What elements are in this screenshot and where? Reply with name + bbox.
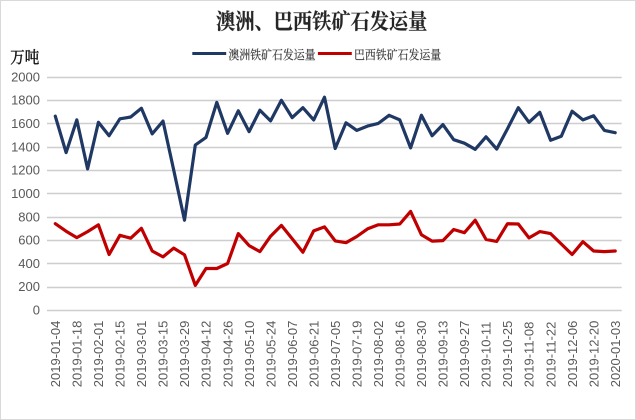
svg-text:1000: 1000: [11, 186, 40, 201]
svg-text:800: 800: [18, 209, 40, 224]
svg-text:2019-02-01: 2019-02-01: [91, 321, 106, 388]
svg-text:2019-03-01: 2019-03-01: [134, 321, 149, 388]
svg-text:0: 0: [33, 303, 40, 318]
svg-text:1200: 1200: [11, 163, 40, 178]
svg-text:2019-08-16: 2019-08-16: [393, 321, 408, 388]
svg-text:2019-08-30: 2019-08-30: [414, 321, 429, 388]
svg-text:2019-11-08: 2019-11-08: [522, 322, 537, 388]
svg-text:2019-07-05: 2019-07-05: [328, 321, 343, 388]
svg-text:200: 200: [18, 279, 40, 294]
svg-text:2019-09-27: 2019-09-27: [457, 321, 472, 388]
svg-text:2019-04-26: 2019-04-26: [220, 321, 235, 388]
svg-text:2019-11-22: 2019-11-22: [543, 322, 558, 388]
svg-text:2019-02-15: 2019-02-15: [113, 321, 128, 388]
svg-text:2019-12-06: 2019-12-06: [565, 321, 580, 388]
svg-text:400: 400: [18, 256, 40, 271]
svg-text:2019-12-20: 2019-12-20: [586, 321, 601, 388]
svg-text:2019-04-12: 2019-04-12: [199, 321, 214, 388]
svg-text:2000: 2000: [11, 69, 40, 84]
svg-text:2019-05-10: 2019-05-10: [242, 321, 257, 388]
svg-text:2019-10-11: 2019-10-11: [479, 322, 494, 388]
svg-text:2019-10-25: 2019-10-25: [500, 321, 515, 388]
svg-text:1600: 1600: [11, 116, 40, 131]
svg-text:2019-03-29: 2019-03-29: [177, 321, 192, 388]
svg-text:2019-05-24: 2019-05-24: [263, 321, 278, 388]
svg-text:600: 600: [18, 233, 40, 248]
svg-text:2019-06-21: 2019-06-21: [306, 321, 321, 388]
svg-text:2019-09-13: 2019-09-13: [436, 321, 451, 388]
svg-text:2019-01-18: 2019-01-18: [70, 321, 85, 388]
svg-text:1800: 1800: [11, 93, 40, 108]
svg-text:2020-01-03: 2020-01-03: [608, 321, 623, 388]
svg-text:2019-06-07: 2019-06-07: [285, 321, 300, 388]
svg-text:1400: 1400: [11, 139, 40, 154]
svg-text:2019-01-04: 2019-01-04: [48, 321, 63, 388]
svg-text:2019-07-19: 2019-07-19: [350, 321, 365, 388]
svg-text:2019-08-02: 2019-08-02: [371, 321, 386, 388]
svg-text:2019-03-15: 2019-03-15: [156, 321, 171, 388]
